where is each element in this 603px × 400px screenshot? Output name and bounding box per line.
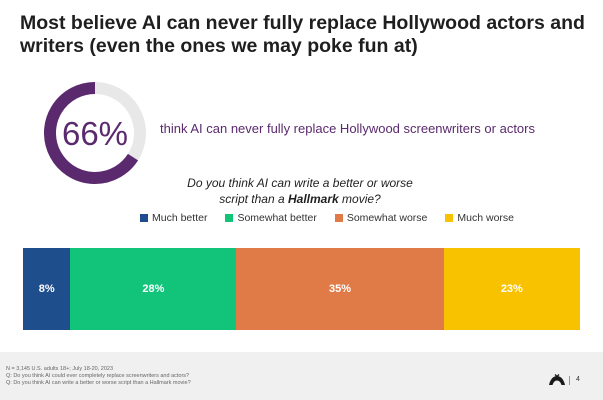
question-highlight: Hallmark — [287, 192, 339, 206]
legend-label: Somewhat worse — [346, 212, 428, 224]
bar-segment: 8% — [23, 248, 71, 330]
footnote-line-3: Q: Do you think AI can write a better or… — [6, 380, 191, 386]
survey-question: Do you think AI can write a better or wo… — [160, 175, 440, 207]
question-line-2-pre: script than a — [219, 192, 288, 206]
stacked-bar: 8% 28% 35% 23% — [23, 248, 580, 330]
bar-segment: 28% — [70, 248, 237, 330]
bar-label: 8% — [38, 283, 55, 295]
legend-label: Much better — [152, 212, 208, 224]
bar-segment: 23% — [443, 248, 580, 330]
legend-item: Much better — [140, 212, 207, 224]
bar-label: 28% — [142, 283, 165, 295]
legend-label: Somewhat better — [237, 212, 317, 224]
footnote: N = 3,145 U.S. adults 18+; July 18-20, 2… — [6, 366, 191, 387]
question-line-2-post: movie? — [338, 192, 381, 206]
brand-logo-icon — [549, 374, 565, 385]
question-line-1: Do you think AI can write a better or wo… — [187, 176, 413, 190]
legend-item: Much worse — [445, 212, 514, 224]
page-number: 4 — [576, 376, 580, 383]
bar-label: 23% — [500, 283, 523, 295]
page-separator — [569, 376, 570, 385]
legend-swatch — [225, 214, 234, 222]
footer: N = 3,145 U.S. adults 18+; July 18-20, 2… — [0, 352, 603, 400]
footnote-line-2: Q: Do you think AI could ever completely… — [6, 373, 190, 379]
footnote-line-1: N = 3,145 U.S. adults 18+; July 18-20, 2… — [6, 366, 114, 372]
legend-swatch — [445, 214, 454, 222]
chart-legend: Much better Somewhat better Somewhat worse… — [140, 212, 514, 224]
stat-description: think AI can never fully replace Hollywo… — [160, 121, 535, 136]
bar-label: 35% — [328, 283, 351, 295]
legend-label: Much worse — [457, 212, 514, 224]
stat-value: 66% — [62, 115, 128, 152]
page-title: Most believe AI can never fully replace … — [20, 12, 585, 57]
legend-item: Somewhat better — [225, 212, 317, 224]
question-line-2: script than a Hallmark movie? — [160, 191, 440, 207]
donut-ring — [44, 82, 139, 184]
legend-item: Somewhat worse — [334, 212, 428, 224]
legend-swatch — [140, 214, 148, 222]
legend-swatch — [334, 214, 343, 222]
bar-segment: 35% — [236, 248, 444, 330]
donut-chart: 66% — [44, 82, 146, 184]
